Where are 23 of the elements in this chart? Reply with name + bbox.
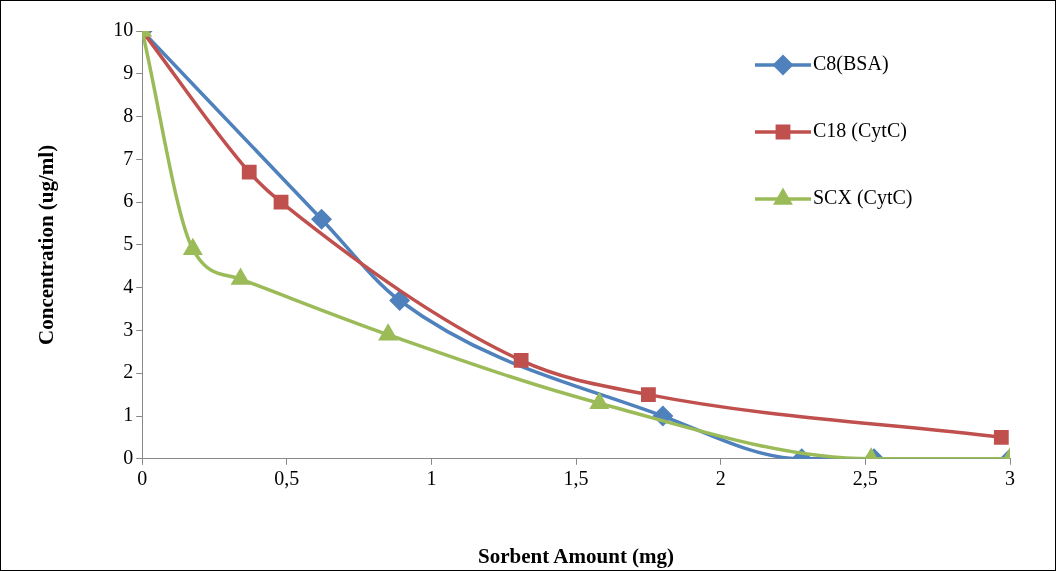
- x-tick-label: 0,5: [274, 467, 300, 490]
- legend-label: SCX (CytC): [813, 186, 913, 210]
- y-tick-label: 10: [113, 18, 134, 41]
- y-axis-title: Concentration (ug/ml): [34, 144, 59, 345]
- y-tick-label: 6: [123, 189, 134, 212]
- y-tick-label: 9: [123, 61, 134, 84]
- x-tick-label: 2,5: [852, 467, 878, 490]
- y-tick-label: 3: [123, 317, 134, 340]
- legend-label: C18 (CytC): [813, 119, 907, 143]
- x-tick-label: 1,5: [563, 467, 589, 490]
- x-tick-label: 3: [1005, 467, 1015, 490]
- y-tick-label: 4: [123, 274, 134, 297]
- y-tick-label: 2: [123, 360, 134, 383]
- x-tick-label: 0: [137, 467, 148, 490]
- x-tick-label: 2: [715, 467, 726, 490]
- y-tick-label: 0: [123, 446, 134, 469]
- y-tick-label: 5: [123, 232, 134, 255]
- x-axis-title: Sorbent Amount (mg): [478, 543, 675, 568]
- y-tick-label: 1: [123, 403, 134, 426]
- y-tick-label: 7: [123, 146, 134, 169]
- x-tick-label: 1: [426, 467, 437, 490]
- y-tick-label: 8: [123, 103, 134, 126]
- legend-label: C8(BSA): [813, 52, 889, 76]
